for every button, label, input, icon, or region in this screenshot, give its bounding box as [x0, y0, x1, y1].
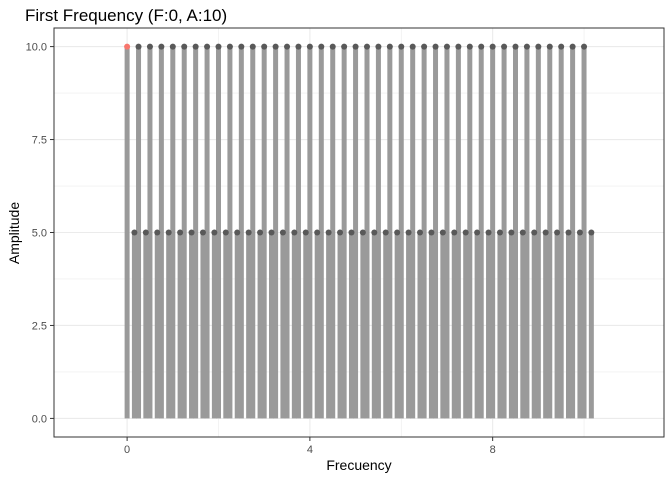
highlight-point [124, 43, 131, 50]
y-tick-label: 5.0 [32, 228, 47, 240]
data-point [314, 229, 321, 236]
data-point [329, 43, 336, 50]
data-point [428, 229, 435, 236]
data-point [398, 43, 405, 50]
y-tick-label: 10.0 [26, 42, 47, 54]
data-point [302, 229, 309, 236]
data-point [257, 229, 264, 236]
data-point [417, 229, 423, 236]
data-point [359, 229, 366, 236]
data-point [439, 229, 446, 236]
data-point [576, 229, 583, 236]
data-point [295, 43, 302, 50]
y-tick-label: 2.5 [32, 320, 47, 332]
data-point [279, 229, 286, 236]
data-point [485, 229, 492, 236]
data-point [211, 229, 218, 236]
data-point [523, 43, 530, 50]
data-point [496, 229, 503, 236]
y-axis-title: Amplitude [6, 202, 22, 264]
data-point [325, 229, 332, 236]
y-axis: 0.0 2.5 5.0 7.5 10.0 [26, 42, 54, 425]
data-point [546, 43, 553, 50]
data-point [352, 43, 359, 50]
data-point [432, 43, 439, 50]
data-point [199, 229, 206, 236]
data-point [204, 43, 211, 50]
data-point [169, 43, 176, 50]
data-point [177, 229, 184, 236]
data-point [462, 229, 469, 236]
data-point [489, 43, 496, 50]
data-point [215, 43, 222, 50]
data-point [318, 43, 325, 50]
data-point [188, 229, 195, 236]
data-point [131, 229, 138, 236]
data-point [249, 43, 256, 50]
data-point [165, 229, 172, 236]
data-point [348, 229, 355, 236]
x-tick-label: 4 [307, 444, 313, 456]
data-point [535, 43, 542, 50]
data-point [363, 43, 370, 50]
data-point [382, 229, 389, 236]
data-point [581, 43, 588, 50]
data-point [421, 43, 428, 50]
stems [124, 46, 594, 419]
data-point [554, 229, 561, 236]
data-point [501, 43, 508, 50]
data-point [512, 43, 519, 50]
data-point [181, 43, 188, 50]
data-point [154, 229, 161, 236]
data-point [222, 229, 229, 236]
data-point [306, 43, 313, 50]
data-point [371, 229, 378, 236]
data-point [192, 43, 199, 50]
data-point [409, 43, 416, 50]
data-point [519, 229, 526, 236]
data-point [394, 229, 401, 236]
data-point [386, 43, 393, 50]
x-tick-label: 8 [490, 444, 496, 456]
data-point [531, 229, 538, 236]
data-point [542, 229, 549, 236]
x-axis-title: Frecuency [326, 457, 391, 473]
data-point [234, 229, 241, 236]
chart-title: First Frequency (F:0, A:10) [25, 6, 227, 25]
data-point [142, 229, 149, 236]
data-point [268, 229, 275, 236]
data-point [135, 43, 142, 50]
data-point [341, 43, 348, 50]
data-point [565, 229, 572, 236]
data-point [284, 43, 291, 50]
data-point [337, 229, 344, 236]
y-tick-label: 0.0 [32, 413, 47, 425]
points [124, 43, 595, 236]
data-point [508, 229, 515, 236]
data-point [466, 43, 473, 50]
data-point [226, 43, 233, 50]
data-point [238, 43, 245, 50]
data-point [146, 43, 153, 50]
data-point [455, 43, 462, 50]
data-point [588, 229, 595, 236]
y-tick-label: 7.5 [32, 135, 47, 147]
data-point [291, 229, 298, 236]
data-point [558, 43, 565, 50]
data-point [478, 43, 485, 50]
data-point [272, 43, 279, 50]
data-point [405, 229, 412, 236]
data-point [474, 229, 481, 236]
data-point [158, 43, 165, 50]
data-point [261, 43, 268, 50]
data-point [245, 229, 252, 236]
x-axis: 0 4 8 [124, 437, 496, 456]
data-point [443, 43, 450, 50]
data-point [375, 43, 382, 50]
data-point [451, 229, 458, 236]
data-point [569, 43, 576, 50]
x-tick-label: 0 [124, 444, 130, 456]
